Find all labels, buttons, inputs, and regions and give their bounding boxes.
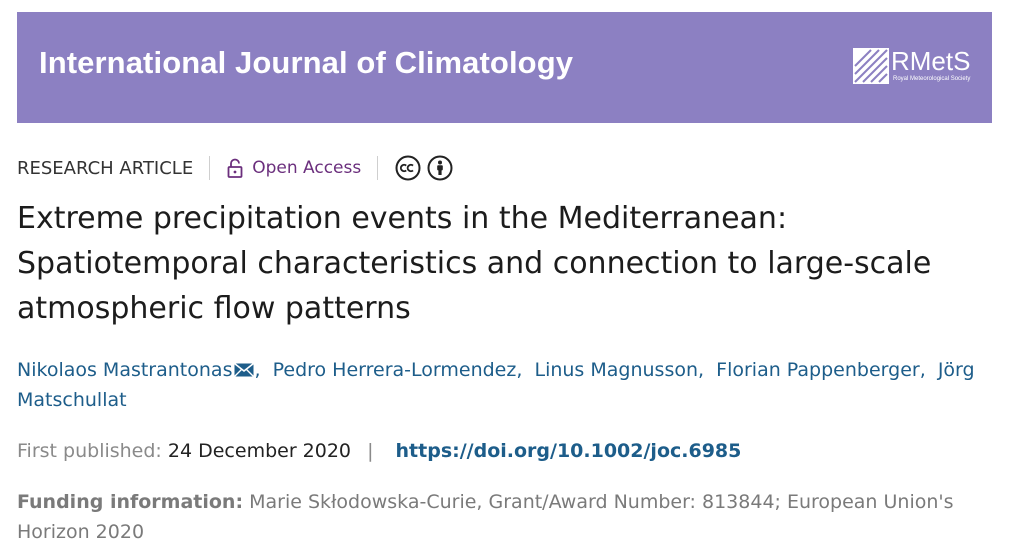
author-link[interactable]: Pedro Herrera-Lormendez	[272, 359, 517, 381]
envelope-icon[interactable]	[234, 363, 255, 377]
article-title: Extreme precipitation events in the Medi…	[17, 196, 1017, 331]
funding-text: Marie Skłodowska-Curie, Grant/Award Numb…	[17, 491, 954, 543]
title-line: Spatiotemporal characteristics and conne…	[17, 246, 932, 281]
meta-divider	[209, 156, 211, 180]
title-line: atmospheric flow patterns	[17, 291, 411, 326]
article-type: RESEARCH ARTICLE	[17, 157, 194, 179]
lock-open-icon	[227, 158, 243, 178]
funding-info: Funding information: Marie Skłodowska-Cu…	[17, 487, 1017, 547]
journal-banner[interactable]: International Journal of Climatology RMe…	[17, 12, 992, 123]
publisher-name: RMetS	[891, 46, 971, 76]
publication-info: First published: 24 December 2020 | http…	[17, 436, 741, 466]
publisher-logo[interactable]: RMetS Royal Meteorological Society	[853, 46, 993, 88]
first-published-date: 24 December 2020	[167, 440, 352, 462]
publisher-subtitle: Royal Meteorological Society	[893, 76, 971, 82]
rmets-logo-icon	[853, 48, 889, 84]
title-line: Extreme precipitation events in the Medi…	[17, 201, 788, 236]
publication-separator: |	[367, 440, 374, 462]
author-link[interactable]: Jörg Matschullat	[17, 359, 975, 411]
doi-link[interactable]: https://doi.org/10.1002/joc.6985	[395, 440, 742, 462]
author-link[interactable]: Nikolaos Mastrantonas	[17, 359, 255, 381]
open-access-badge[interactable]: Open Access	[227, 158, 361, 178]
journal-title[interactable]: International Journal of Climatology	[39, 45, 574, 80]
author-link[interactable]: Linus Magnusson	[534, 359, 699, 381]
funding-label: Funding information:	[17, 491, 244, 513]
first-published-label: First published:	[17, 440, 162, 462]
meta-divider	[377, 156, 379, 180]
cc-icon[interactable]	[395, 155, 421, 181]
license-badges[interactable]	[395, 155, 453, 181]
author-link[interactable]: Florian Pappenberger	[716, 359, 920, 381]
article-meta-row: RESEARCH ARTICLE Open Access	[17, 153, 453, 183]
author-list: Nikolaos Mastrantonas , Pedro Herrera-Lo…	[17, 359, 975, 411]
by-icon[interactable]	[427, 155, 453, 181]
open-access-label: Open Access	[252, 158, 362, 178]
